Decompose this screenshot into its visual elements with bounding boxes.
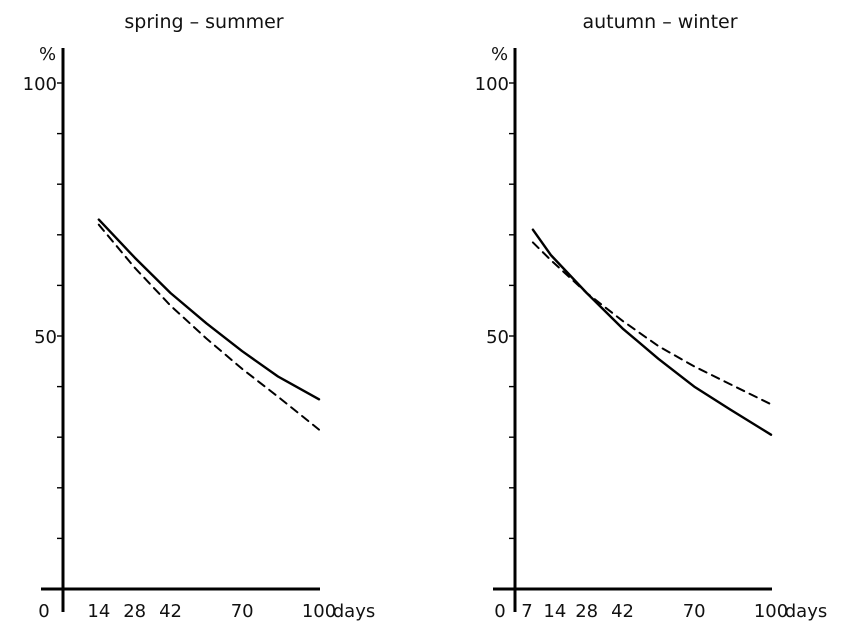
panel-1-x-tick-label-28: 28 bbox=[123, 601, 146, 622]
panel-2-title: autumn – winter bbox=[582, 11, 737, 33]
panel-1-y-unit-label: % bbox=[39, 44, 56, 65]
panel-2-x-tick-label-28: 28 bbox=[575, 601, 598, 622]
panel-2-y-tick-label-100: 100 bbox=[475, 74, 509, 95]
panel-2-x-tick-label-42: 42 bbox=[611, 601, 634, 622]
panel-2-x-tick-label-7: 7 bbox=[521, 601, 532, 622]
panel-2-series-solid-line bbox=[533, 230, 771, 435]
panel-2-y-tick-label-50: 50 bbox=[486, 327, 509, 348]
panel-2-y-unit-label: % bbox=[491, 44, 508, 65]
panel-2-x-tick-label-14: 14 bbox=[543, 601, 566, 622]
panel-2-x-tick-label-0: 0 bbox=[494, 601, 505, 622]
panel-2-x-tick-label-70: 70 bbox=[683, 601, 706, 622]
panel-1-series-solid-line bbox=[99, 220, 319, 400]
panel-1-x-tick-label-42: 42 bbox=[159, 601, 182, 622]
panel-1-y-tick-label-50: 50 bbox=[34, 327, 57, 348]
panel-1-y-tick-label-100: 100 bbox=[23, 74, 57, 95]
panel-1-x-tick-label-0: 0 bbox=[38, 601, 49, 622]
panel-2-x-unit-label: days bbox=[785, 601, 828, 622]
panel-1-x-tick-label-70: 70 bbox=[231, 601, 254, 622]
panel-1-x-tick-label-14: 14 bbox=[87, 601, 110, 622]
panel-1-title: spring – summer bbox=[124, 11, 283, 33]
panel-2-series-dashed-line bbox=[533, 242, 771, 404]
panel-1-x-unit-label: days bbox=[333, 601, 376, 622]
panel-2-x-tick-label-100: 100 bbox=[754, 601, 788, 622]
panel-1-x-tick-label-100: 100 bbox=[302, 601, 336, 622]
